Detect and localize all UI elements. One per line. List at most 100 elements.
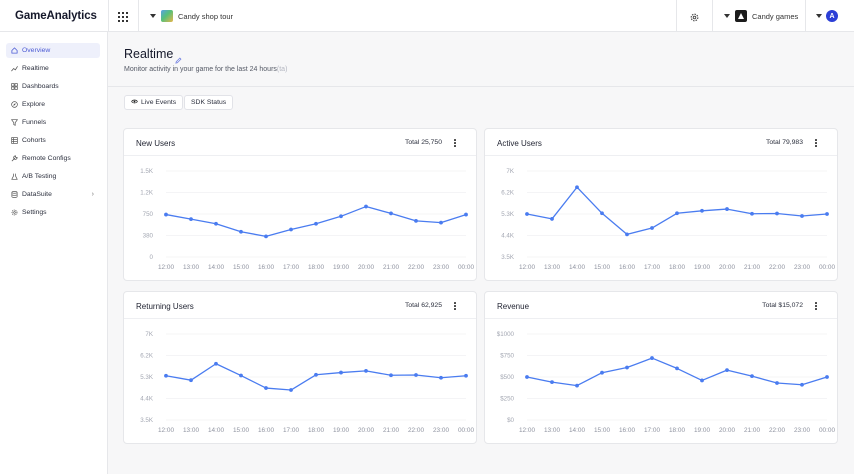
data-point[interactable] bbox=[464, 373, 468, 378]
x-tick-label: 13:00 bbox=[183, 264, 199, 271]
page-title: Realtime bbox=[124, 47, 174, 61]
data-point[interactable] bbox=[650, 226, 654, 230]
data-point[interactable] bbox=[189, 378, 193, 383]
data-point[interactable] bbox=[550, 217, 554, 221]
data-point[interactable] bbox=[389, 211, 393, 216]
more-options-icon[interactable] bbox=[453, 301, 457, 311]
data-point[interactable] bbox=[189, 217, 193, 222]
data-point[interactable] bbox=[775, 381, 779, 385]
page-subtitle: Monitor activity in your game for the la… bbox=[124, 66, 287, 73]
sidebar-item-dashboards[interactable]: Dashboards bbox=[6, 79, 100, 94]
y-tick-label: 1.5K bbox=[140, 168, 154, 175]
app-logo[interactable]: GameAnalytics bbox=[15, 10, 97, 22]
data-point[interactable] bbox=[550, 380, 554, 385]
sidebar-item-explore[interactable]: Explore bbox=[6, 97, 100, 112]
series-line bbox=[526, 186, 828, 236]
caret-down-icon bbox=[816, 14, 822, 18]
y-tick-label: 7K bbox=[506, 168, 514, 175]
data-point[interactable] bbox=[339, 370, 343, 375]
divider bbox=[805, 0, 806, 32]
data-point[interactable] bbox=[439, 220, 443, 225]
data-point[interactable] bbox=[675, 211, 679, 216]
more-options-icon[interactable] bbox=[814, 301, 818, 311]
divider bbox=[138, 0, 139, 32]
sidebar-item-realtime[interactable]: Realtime bbox=[6, 61, 100, 76]
x-tick-label: 14:00 bbox=[208, 427, 224, 434]
x-tick-label: 18:00 bbox=[669, 427, 685, 434]
game-selector[interactable]: Candy shop tour bbox=[150, 9, 233, 23]
more-options-icon[interactable] bbox=[814, 138, 818, 148]
more-options-icon[interactable] bbox=[453, 138, 457, 148]
data-point[interactable] bbox=[800, 382, 804, 387]
x-tick-label: 16:00 bbox=[258, 264, 274, 271]
sidebar-item-label: Cohorts bbox=[22, 137, 46, 144]
data-point[interactable] bbox=[164, 373, 168, 378]
data-point[interactable] bbox=[625, 365, 629, 370]
data-point[interactable] bbox=[389, 373, 393, 378]
data-point[interactable] bbox=[725, 207, 729, 211]
data-point[interactable] bbox=[264, 386, 268, 390]
chart-title: New Users bbox=[136, 139, 176, 148]
data-point[interactable] bbox=[600, 211, 604, 216]
gear-icon bbox=[11, 209, 18, 216]
x-tick-label: 23:00 bbox=[794, 264, 810, 271]
data-point[interactable] bbox=[439, 375, 443, 380]
data-point[interactable] bbox=[775, 211, 779, 216]
sidebar-item-funnels[interactable]: Funnels bbox=[6, 115, 100, 130]
data-point[interactable] bbox=[725, 368, 729, 373]
sidebar-item-ab-testing[interactable]: A/B Testing bbox=[6, 169, 100, 184]
data-point[interactable] bbox=[289, 227, 293, 232]
data-point[interactable] bbox=[575, 383, 579, 388]
studio-selector[interactable]: Candy games bbox=[724, 9, 798, 23]
data-point[interactable] bbox=[525, 212, 529, 216]
sdk-status-button[interactable]: SDK Status bbox=[184, 95, 234, 110]
sidebar-item-overview[interactable]: Overview bbox=[6, 43, 100, 58]
card-divider bbox=[485, 155, 837, 156]
data-point[interactable] bbox=[750, 211, 754, 216]
data-point[interactable] bbox=[214, 221, 218, 226]
x-tick-label: 13:00 bbox=[544, 427, 560, 434]
data-point[interactable] bbox=[825, 375, 829, 379]
data-point[interactable] bbox=[239, 229, 243, 234]
data-point[interactable] bbox=[289, 388, 293, 392]
data-point[interactable] bbox=[750, 374, 754, 379]
home-icon bbox=[11, 47, 18, 54]
sidebar-item-settings[interactable]: Settings bbox=[6, 205, 100, 220]
sidebar-item-datasuite[interactable]: DataSuite › bbox=[6, 187, 100, 202]
data-point[interactable] bbox=[800, 214, 804, 218]
data-point[interactable] bbox=[314, 221, 318, 226]
x-tick-label: 21:00 bbox=[383, 427, 399, 434]
data-point[interactable] bbox=[164, 212, 168, 217]
data-point[interactable] bbox=[239, 373, 243, 378]
data-point[interactable] bbox=[414, 373, 418, 377]
live-events-button[interactable]: Live Events bbox=[124, 95, 184, 110]
apps-grid-icon[interactable] bbox=[117, 10, 129, 22]
data-point[interactable] bbox=[525, 375, 529, 379]
data-point[interactable] bbox=[700, 378, 704, 383]
data-point[interactable] bbox=[675, 366, 679, 371]
data-point[interactable] bbox=[264, 234, 268, 239]
data-point[interactable] bbox=[825, 212, 829, 216]
y-tick-label: 6.2K bbox=[140, 353, 154, 360]
data-point[interactable] bbox=[464, 212, 468, 217]
edit-pencil-icon[interactable] bbox=[175, 51, 182, 64]
sidebar-item-cohorts[interactable]: Cohorts bbox=[6, 133, 100, 148]
data-point[interactable] bbox=[339, 214, 343, 219]
data-point[interactable] bbox=[625, 232, 629, 237]
data-point[interactable] bbox=[214, 361, 218, 366]
data-point[interactable] bbox=[364, 368, 368, 373]
x-tick-label: 19:00 bbox=[694, 264, 710, 271]
data-point[interactable] bbox=[650, 356, 654, 360]
x-tick-label: 00:00 bbox=[458, 427, 474, 434]
data-point[interactable] bbox=[575, 185, 579, 190]
x-tick-label: 19:00 bbox=[333, 427, 349, 434]
data-point[interactable] bbox=[414, 218, 418, 223]
user-menu[interactable]: A bbox=[816, 9, 838, 23]
sidebar-item-remote-configs[interactable]: Remote Configs bbox=[6, 151, 100, 166]
data-point[interactable] bbox=[700, 208, 704, 213]
data-point[interactable] bbox=[364, 204, 368, 209]
data-point[interactable] bbox=[600, 370, 604, 375]
chart-title: Returning Users bbox=[136, 302, 194, 311]
gear-icon[interactable] bbox=[689, 10, 701, 22]
data-point[interactable] bbox=[314, 372, 318, 377]
